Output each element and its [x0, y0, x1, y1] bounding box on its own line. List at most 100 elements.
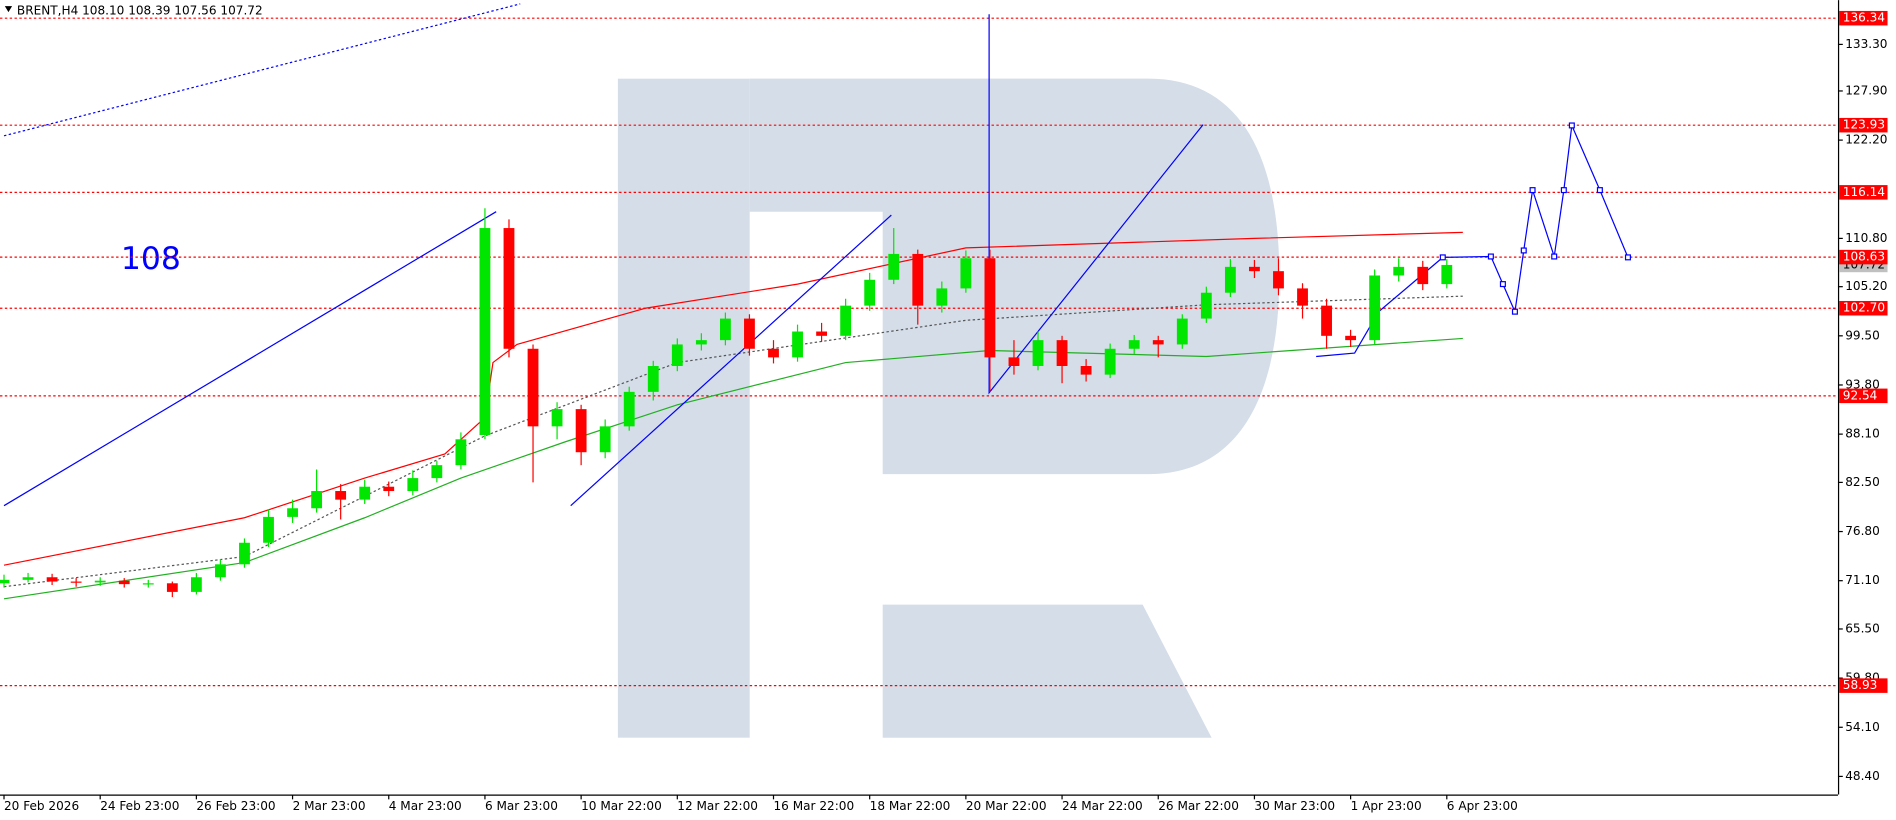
y-tick-label: 88.10 [1845, 427, 1880, 441]
candle-body [1176, 318, 1188, 345]
candle-body [22, 577, 34, 580]
candle-body [1152, 340, 1164, 345]
x-tick-label: 24 Mar 22:00 [1062, 799, 1143, 813]
candle-body [792, 331, 803, 358]
x-tick-label: 26 Feb 23:00 [196, 799, 275, 813]
y-tick-label: 122.20 [1845, 133, 1887, 147]
candle-body [1249, 266, 1260, 272]
candle-body [1008, 357, 1020, 367]
forecast-marker [1487, 253, 1494, 260]
candle-body [1297, 288, 1308, 306]
menu-arrow[interactable] [4, 6, 13, 13]
candle-body [239, 542, 250, 565]
candle-body [960, 258, 972, 289]
y-tick-label: 48.40 [1845, 769, 1880, 783]
candle-body [118, 580, 130, 585]
candle-body [719, 318, 731, 341]
logo-bowl [749, 78, 1280, 475]
candle-body [1345, 335, 1357, 341]
candle-body [1321, 305, 1332, 336]
logo-stem [617, 78, 750, 738]
candle-body [311, 491, 323, 509]
level-label: 92.54 [1843, 388, 1878, 402]
candle-body [383, 486, 395, 492]
forecast-marker [1624, 254, 1631, 261]
x-tick-label: 16 Mar 22:00 [773, 799, 854, 813]
trend-line [1316, 256, 1444, 358]
indicator-line [3, 337, 1463, 600]
x-tick-label: 12 Mar 22:00 [677, 799, 758, 813]
forecast-marker [1529, 187, 1536, 194]
candle-body [527, 348, 539, 427]
y-tick-label: 82.50 [1845, 475, 1880, 489]
candle-body [503, 228, 515, 349]
candle-body [190, 577, 202, 592]
chart-title: BRENT,H4 108.10 108.39 107.56 107.72 [17, 3, 263, 17]
candle-body [647, 366, 659, 392]
candle-body [1056, 340, 1068, 367]
x-tick-label: 24 Feb 23:00 [100, 799, 179, 813]
forecast-marker [1499, 281, 1506, 288]
candle-body [695, 340, 707, 345]
trend-line [570, 214, 892, 507]
candle-body [984, 258, 996, 358]
candle-body [912, 253, 924, 306]
trend-line [988, 14, 1204, 395]
candle-body [671, 344, 683, 367]
forecast-marker [1596, 187, 1603, 194]
level-label: 116.14 [1843, 185, 1885, 199]
candle-body [166, 583, 178, 592]
candle-body [335, 491, 347, 500]
y-tick-label: 99.50 [1845, 328, 1880, 342]
candle-body [744, 318, 755, 349]
level-box [1839, 117, 1888, 133]
y-tick-label: 105.20 [1845, 279, 1887, 293]
y-tick-label: 127.90 [1845, 83, 1887, 97]
candle-body [575, 409, 587, 453]
candle-body [215, 564, 226, 578]
candle-body [1224, 266, 1236, 293]
level-label: 58.93 [1843, 678, 1878, 692]
watermark-logo [617, 78, 1280, 738]
candle-body [840, 305, 852, 336]
candle-body [431, 465, 443, 479]
y-tick-label: 65.50 [1845, 621, 1880, 635]
level-box [1839, 249, 1888, 265]
level-label: 102.70 [1843, 301, 1885, 315]
level-box [1839, 185, 1888, 200]
candle-body [1104, 348, 1116, 375]
x-tick-label: 20 Mar 22:00 [966, 799, 1047, 813]
candle-body [1273, 271, 1284, 289]
x-tick-label: 6 Apr 23:00 [1447, 799, 1518, 813]
candle-body [864, 279, 876, 306]
x-tick-label: 10 Mar 22:00 [581, 799, 662, 813]
candle-body [142, 583, 154, 585]
candle-body [359, 486, 371, 500]
candle-body [1369, 275, 1381, 341]
level-box [1839, 388, 1888, 404]
y-tick-label: 76.80 [1845, 524, 1880, 538]
y-tick-label: 110.80 [1845, 231, 1887, 245]
candle-body [1200, 292, 1212, 319]
candle-body [1128, 340, 1140, 349]
candle-body [455, 439, 467, 466]
candle-body [0, 579, 10, 584]
level-label: 136.34 [1843, 11, 1885, 25]
x-tick-label: 26 Mar 22:00 [1158, 799, 1239, 813]
level-label: 108.63 [1843, 250, 1885, 264]
candle-body [1393, 266, 1405, 276]
candle-body [1441, 264, 1453, 285]
trend-line [3, 211, 497, 507]
candle-body [46, 577, 58, 582]
forecast-marker [1511, 308, 1518, 315]
level-box [1839, 678, 1888, 693]
level-label: 123.93 [1843, 118, 1885, 132]
x-tick-label: 6 Mar 23:00 [485, 799, 558, 813]
y-tick-label: 133.30 [1845, 37, 1887, 51]
x-tick-label: 20 Feb 2026 [4, 799, 79, 813]
forecast-marker [1520, 247, 1527, 254]
candle-body [94, 580, 106, 583]
trend-line [3, 3, 521, 137]
x-tick-label: 2 Mar 23:00 [293, 799, 366, 813]
